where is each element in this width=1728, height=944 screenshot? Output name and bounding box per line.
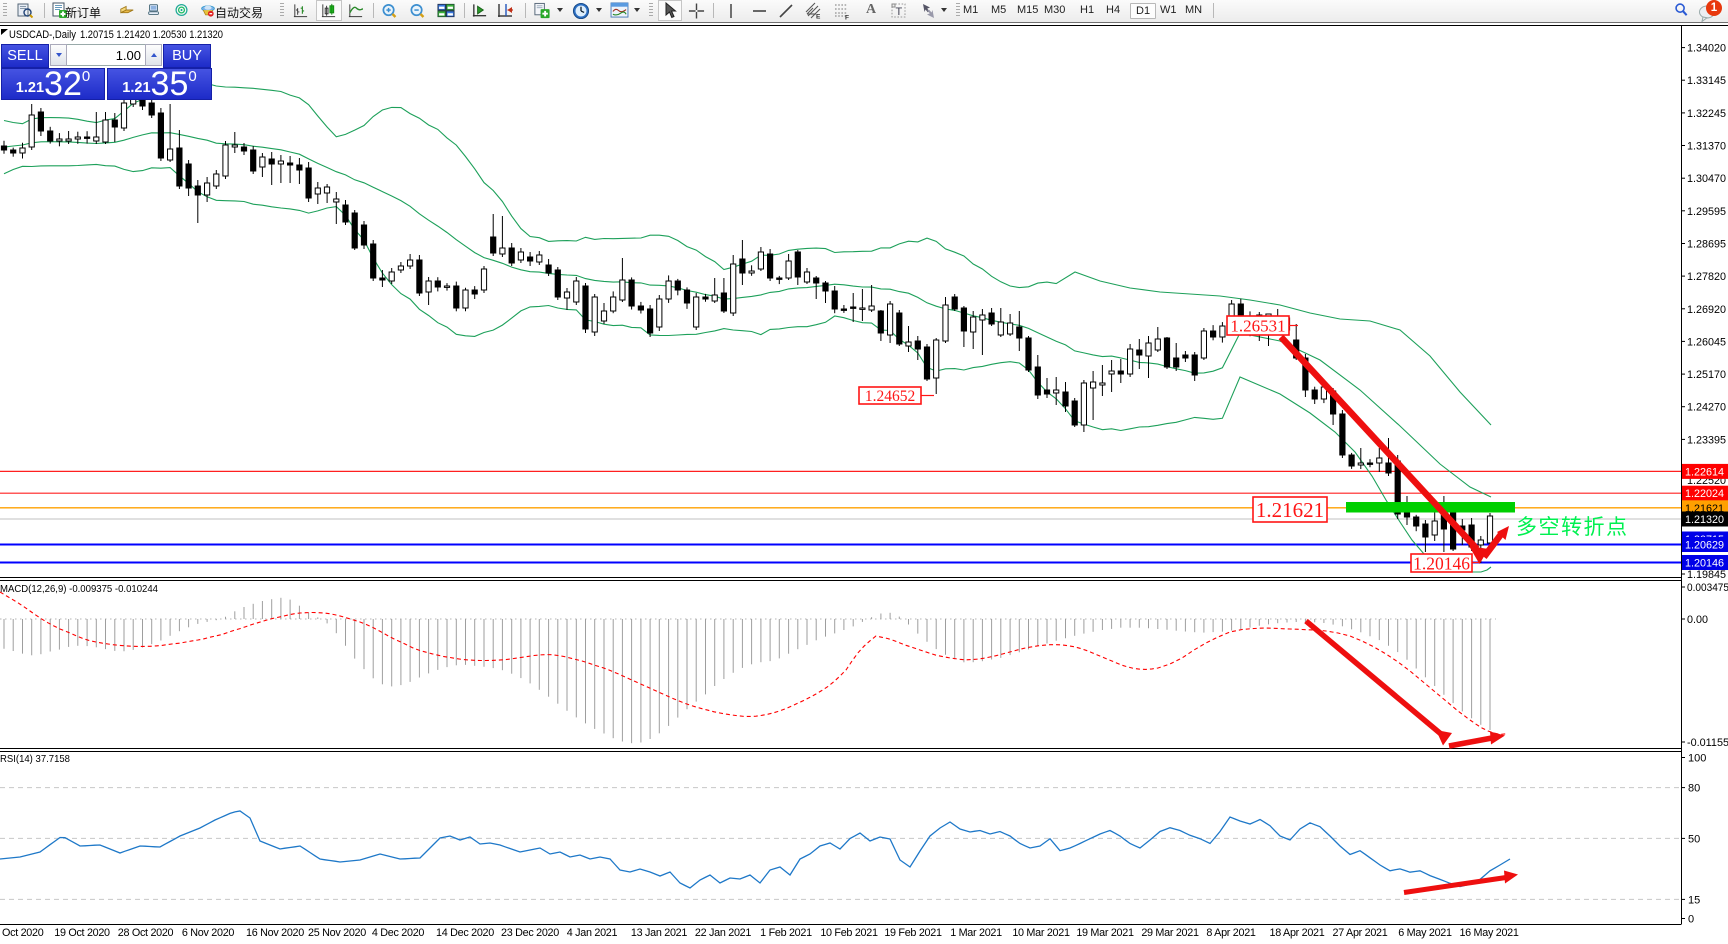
svg-text:16 Nov 2020: 16 Nov 2020 [246,927,304,939]
svg-text:1.32245: 1.32245 [1687,108,1726,120]
svg-text:6 Nov 2020: 6 Nov 2020 [182,927,235,939]
svg-text:28 Oct 2020: 28 Oct 2020 [118,927,174,939]
svg-text:1.29595: 1.29595 [1687,206,1726,218]
svg-text:1.25170: 1.25170 [1687,369,1726,381]
svg-text:-0.01155: -0.01155 [1687,737,1728,749]
svg-text:RSI(14) 37.7158: RSI(14) 37.7158 [0,753,70,765]
svg-text:13 Jan 2021: 13 Jan 2021 [631,927,687,939]
svg-text:10 Mar 2021: 10 Mar 2021 [1012,927,1070,939]
svg-text:16 May 2021: 16 May 2021 [1459,927,1518,939]
svg-text:1.26531: 1.26531 [1230,317,1285,336]
svg-text:1.22024: 1.22024 [1685,488,1724,500]
svg-text:19 Oct 2020: 19 Oct 2020 [54,927,110,939]
svg-text:19 Feb 2021: 19 Feb 2021 [884,927,942,939]
svg-text:1.27820: 1.27820 [1687,271,1726,283]
svg-text:F: F [845,15,849,21]
svg-text:0.003475: 0.003475 [1687,582,1728,594]
svg-text:80: 80 [1688,783,1700,795]
svg-text:0: 0 [1688,914,1694,926]
svg-text:27 Apr 2021: 27 Apr 2021 [1333,927,1388,939]
svg-text:8 Apr 2021: 8 Apr 2021 [1206,927,1256,939]
svg-text:1.33145: 1.33145 [1687,75,1726,87]
svg-text:1.28695: 1.28695 [1687,239,1726,251]
svg-text:MACD(12,26,9) -0.009375 -0.010: MACD(12,26,9) -0.009375 -0.010244 [0,583,158,595]
svg-text:T: T [896,6,903,18]
svg-text:15: 15 [1688,894,1700,906]
svg-text:E: E [816,14,821,21]
svg-text:18 Apr 2021: 18 Apr 2021 [1270,927,1325,939]
svg-text:1.20146: 1.20146 [1685,558,1724,570]
svg-text:1.21621: 1.21621 [1256,498,1324,522]
svg-text:4 Dec 2020: 4 Dec 2020 [372,927,425,939]
svg-text:1 Feb 2021: 1 Feb 2021 [760,927,812,939]
svg-text:100: 100 [1688,753,1706,765]
svg-text:29 Mar 2021: 29 Mar 2021 [1141,927,1199,939]
svg-text:1.30470: 1.30470 [1687,173,1726,185]
svg-text:14 Dec 2020: 14 Dec 2020 [436,927,494,939]
svg-text:1.24652: 1.24652 [865,388,915,405]
svg-text:25 Nov 2020: 25 Nov 2020 [308,927,366,939]
svg-text:1.20715 1.21420 1.20530 1.2132: 1.20715 1.21420 1.20530 1.21320 [80,29,223,41]
svg-text:多空转折点: 多空转折点 [1516,516,1629,539]
svg-text:1.26920: 1.26920 [1687,304,1726,316]
svg-text:1.21320: 1.21320 [1685,514,1724,526]
svg-text:1 Mar 2021: 1 Mar 2021 [950,927,1002,939]
svg-text:1.31370: 1.31370 [1687,141,1726,153]
svg-text:23 Dec 2020: 23 Dec 2020 [501,927,559,939]
svg-text:USDCAD-,Daily: USDCAD-,Daily [9,29,76,41]
svg-text:50: 50 [1688,833,1700,845]
svg-text:1.34020: 1.34020 [1687,43,1726,55]
svg-text:1.20629: 1.20629 [1685,540,1724,552]
svg-text:22 Jan 2021: 22 Jan 2021 [695,927,751,939]
svg-text:6 May 2021: 6 May 2021 [1398,927,1452,939]
svg-text:4 Jan 2021: 4 Jan 2021 [567,927,618,939]
svg-text:10 Feb 2021: 10 Feb 2021 [820,927,878,939]
svg-text:1.26045: 1.26045 [1687,336,1726,348]
svg-text:0.00: 0.00 [1687,614,1708,626]
svg-text:1.23395: 1.23395 [1687,434,1726,446]
svg-text:19 Mar 2021: 19 Mar 2021 [1076,927,1134,939]
svg-text:1.19845: 1.19845 [1687,569,1726,581]
svg-text:Oct 2020: Oct 2020 [2,927,44,939]
svg-text:1.24270: 1.24270 [1687,402,1726,414]
svg-text:1.20146: 1.20146 [1413,553,1470,573]
svg-text:1.22614: 1.22614 [1685,466,1724,478]
